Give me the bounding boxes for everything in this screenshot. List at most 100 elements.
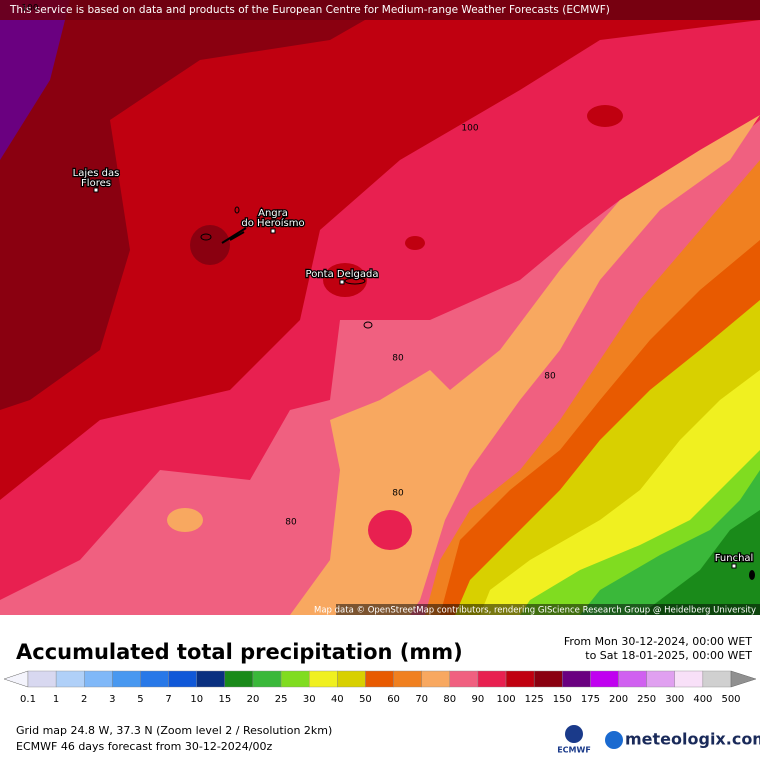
place-label: Angra [258,208,288,219]
place-label: Funchal [715,553,754,564]
legend-swatch [393,670,422,688]
legend-swatch [140,670,169,688]
field-purple [0,0,70,160]
legend-label: 20 [247,694,260,705]
legend-label: 175 [581,694,600,705]
legend-swatch [477,670,507,688]
attribution-bg [336,604,760,615]
contour-label: 100 [21,4,38,14]
legend-label: 90 [472,694,485,705]
place-label: Ponta Delgada [306,269,379,280]
legend-label: 150 [553,694,572,705]
legend-swatch [533,670,563,688]
legend-swatch [674,670,704,688]
place-label: Lajes das [73,168,120,179]
island [200,233,212,241]
island [749,570,755,580]
legend-swatch [112,670,141,688]
legend-swatch [224,670,254,688]
map [0,0,760,615]
legend-swatch [365,670,394,688]
legend-label: 10 [190,694,203,705]
blob [190,225,230,265]
legend-swatch [590,670,619,688]
legend-swatch [168,670,197,688]
legend-label: 7 [165,694,171,705]
ecmwf-logo: ECMWF [557,746,591,755]
contour-label: 80 [544,372,556,382]
legend-label: 0.1 [20,694,36,705]
legend-label: 250 [637,694,656,705]
legend-label: 30 [303,694,316,705]
legend-swatch [421,670,450,688]
footer-line: ECMWF 46 days forecast from 30-12-2024/0… [16,740,272,753]
legend-label: 80 [443,694,456,705]
legend-label: 2 [81,694,87,705]
meteologix-logo-mark [605,731,623,749]
contour-label: 80 [392,354,404,364]
legend-label: 50 [359,694,372,705]
legend-swatch [196,670,226,688]
legend-label: 100 [496,694,515,705]
field-peach [290,115,760,615]
legend-swatch [562,670,591,688]
legend-label: 70 [415,694,428,705]
island [234,206,240,214]
legend-label: 500 [721,694,740,705]
legend-swatch [55,670,85,688]
place-label: Flores [81,178,111,189]
contour-label: 80 [285,518,297,528]
legend-swatch [27,670,57,688]
contour-label: 100 [461,124,478,134]
island [344,277,366,285]
legend-label: 25 [275,694,288,705]
legend-arrow [3,670,29,688]
footer-line: Grid map 24.8 W, 37.3 N (Zoom level 2 / … [16,724,332,737]
legend-swatch [505,670,535,688]
contour-label: 80 [392,489,404,499]
blob [405,236,425,250]
legend-label: 5 [137,694,143,705]
legend-swatch [618,670,647,688]
legend-swatch [449,670,479,688]
legend-label: 40 [331,694,344,705]
island [363,321,373,329]
legend-label: 200 [609,694,628,705]
legend-swatch [702,670,732,688]
banner: This service is based on data and produc… [9,4,610,16]
place-label: do Heroísmo [241,217,304,229]
legend-arrow [730,670,757,688]
banner-bg [0,0,760,20]
field-dark-green [640,510,760,615]
legend-label: 60 [387,694,400,705]
attribution: Map data © OpenStreetMap contributors, r… [314,606,756,616]
place-marker [270,228,276,234]
blob [587,105,623,127]
legend-swatch [309,670,338,688]
legend-swatch [84,670,113,688]
legend-label: 400 [693,694,712,705]
island [221,227,247,244]
blob [167,508,203,532]
legend-label: 300 [665,694,684,705]
meteologix-logo: meteologix.com [625,730,760,749]
legend-label: 125 [525,694,544,705]
ecmwf-logo-mark [565,725,583,743]
legend: 0.1 1 2 3 5 7 10 15 20 25 30 40 50 60 70 80 90 100 125 150 1… [3,670,757,705]
title: Accumulated total precipitation (mm) [16,640,463,664]
legend-label: 15 [218,694,231,705]
place-marker [93,187,99,193]
legend-label: 3 [109,694,115,705]
legend-swatch [280,670,310,688]
place-marker [731,563,737,569]
place-marker [339,279,345,285]
field-maroon [0,0,400,410]
period-from: From Mon 30-12-2024, 00:00 WET [564,635,752,648]
blob [368,510,412,550]
legend-label: 1 [53,694,59,705]
legend-swatch [337,670,366,688]
period-to: to Sat 18-01-2025, 00:00 WET [585,649,752,662]
legend-swatch [252,670,282,688]
